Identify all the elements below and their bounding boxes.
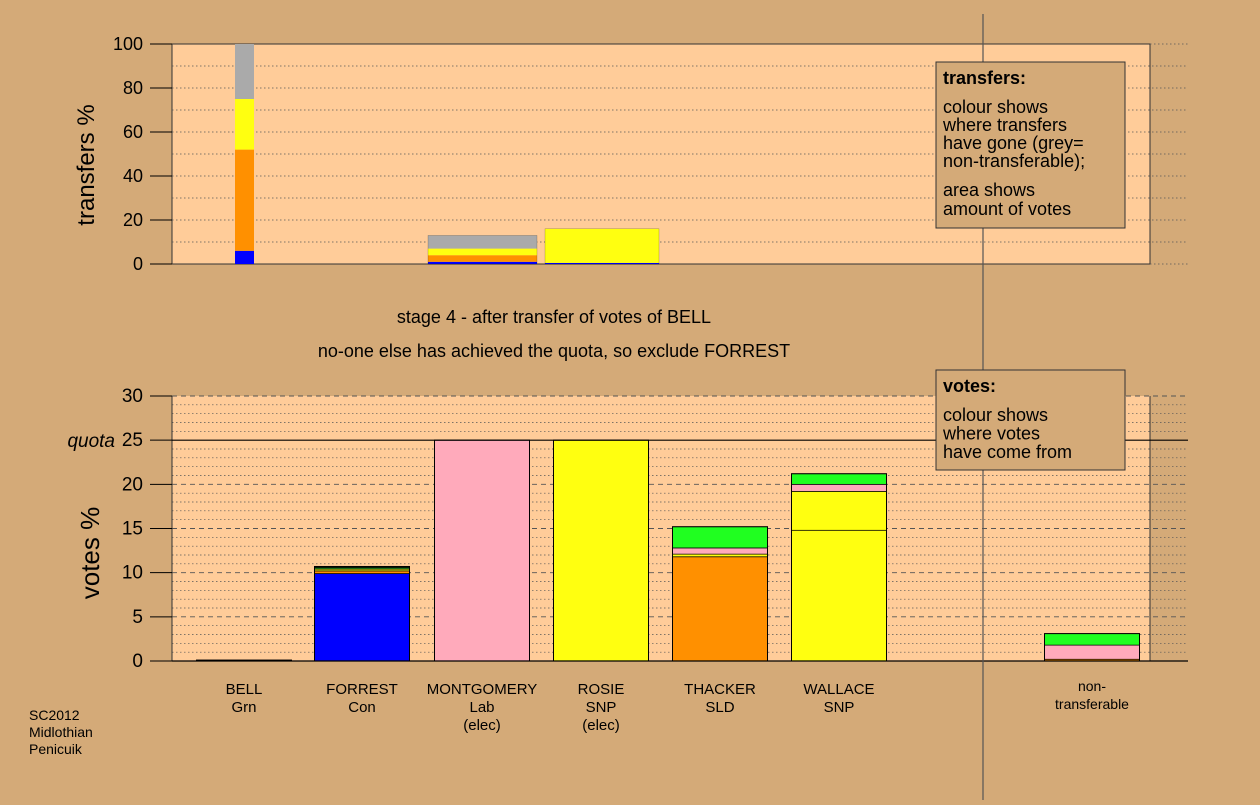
- transfers-y-tick-label: 40: [123, 166, 143, 186]
- footer-ward: Penicuik: [29, 741, 83, 757]
- transfers-bar-segment: [428, 261, 537, 264]
- candidate-name-label: MONTGOMERY: [427, 681, 538, 698]
- votes-bar-segment: [672, 526, 768, 549]
- transfers-bar-outline: [427, 235, 538, 265]
- transfers-y-tick-label: 0: [133, 254, 143, 274]
- transfers-legend-line: non-transferable);: [943, 151, 1085, 171]
- transfers-bar-segment: [428, 248, 537, 256]
- candidate-status-label: (elec): [582, 717, 620, 734]
- votes-bar-segment: [672, 556, 768, 662]
- votes-bar-segment: [314, 573, 410, 662]
- votes-y-tick-label: 25: [122, 430, 143, 451]
- transfers-bar-segment: [428, 255, 537, 262]
- transfers-gridlines: [172, 43, 1188, 265]
- votes-y-tick-label: 30: [122, 386, 143, 407]
- transfers-y-tick-label: 60: [123, 122, 143, 142]
- transfers-y-axis-label: transfers %: [73, 104, 100, 225]
- candidate-status-label: (elec): [463, 717, 501, 734]
- footer-council: Midlothian: [29, 724, 93, 740]
- votes-bar-segment: [672, 553, 768, 558]
- votes-y-tick-label: 0: [132, 651, 143, 672]
- transfers-bar-outline: [544, 228, 660, 265]
- transfers-bar-segment: [235, 250, 254, 264]
- transfers-bars: [235, 44, 660, 265]
- transfers-legend-line: where transfers: [942, 115, 1067, 135]
- votes-legend-line: where votes: [942, 424, 1040, 444]
- candidate-party-label: Con: [348, 699, 376, 716]
- candidate-name-label: FORREST: [326, 681, 398, 698]
- transfers-bar-segment: [545, 228, 659, 263]
- votes-bar-segment: [314, 570, 410, 574]
- stage-caption: stage 4 - after transfer of votes of BEL…: [397, 307, 711, 327]
- transfers-bar-segment: [545, 262, 659, 264]
- candidate-party-label: SLD: [705, 699, 734, 716]
- candidate-party-label: Grn: [231, 699, 256, 716]
- candidate-labels: BELLGrnFORRESTConMONTGOMERYLab(elec)ROSI…: [226, 678, 1130, 734]
- transfers-legend-line: colour shows: [943, 97, 1048, 117]
- transfers-y-tick-label: 100: [113, 34, 143, 54]
- votes-y-tick-label: 20: [122, 474, 143, 495]
- candidate-name-label: non-: [1078, 678, 1106, 694]
- votes-y-axis-label: votes %: [75, 507, 105, 600]
- votes-legend-box: [935, 369, 1126, 471]
- transfers-legend-box: [935, 61, 1126, 229]
- votes-legend-title: votes:: [943, 376, 996, 396]
- candidate-party-label: SNP: [824, 699, 855, 716]
- votes-y-axis: 0 5 10 15 20 25 30: [122, 386, 172, 672]
- votes-bar-segment: [1044, 644, 1140, 660]
- transfers-legend-line: amount of votes: [943, 199, 1071, 219]
- votes-bar-segment: [791, 529, 887, 662]
- votes-bar-segment: [672, 547, 768, 555]
- transfers-bar-segment: [235, 44, 254, 99]
- votes-legend-line: colour shows: [943, 405, 1048, 425]
- candidate-name-label: THACKER: [684, 681, 756, 698]
- votes-bar-segment: [791, 491, 887, 531]
- transfers-bar-segment: [428, 235, 537, 249]
- transfers-y-tick-label: 80: [123, 78, 143, 98]
- transfers-legend-line: area shows: [943, 180, 1035, 200]
- footer-election: SC2012: [29, 707, 80, 723]
- transfers-legend-title: transfers:: [943, 68, 1026, 88]
- candidate-name-label: ROSIE: [578, 681, 625, 698]
- transfers-y-tick-label: 20: [123, 210, 143, 230]
- votes-legend-line: have come from: [943, 442, 1072, 462]
- transfers-bar-segment: [235, 149, 254, 251]
- transfers-bar-segment: [235, 99, 254, 150]
- votes-y-tick-label: 10: [122, 563, 143, 584]
- transfers-legend-line: have gone (grey=: [943, 133, 1084, 153]
- votes-bar-segment: [553, 439, 649, 662]
- candidate-party-label: SNP: [586, 699, 617, 716]
- candidate-party-label: Lab: [469, 699, 494, 716]
- exclusion-caption: no-one else has achieved the quota, so e…: [318, 341, 790, 361]
- votes-bar-segment: [791, 473, 887, 485]
- candidate-name-label: BELL: [226, 681, 263, 698]
- quota-label: quota: [67, 431, 115, 452]
- votes-y-tick-label: 5: [132, 607, 143, 628]
- transfers-y-axis: 0 20 40 60 80 100: [113, 34, 172, 274]
- candidate-party-label: transferable: [1055, 696, 1129, 712]
- votes-bar-segment: [434, 439, 530, 662]
- candidate-name-label: WALLACE: [803, 681, 874, 698]
- votes-bar-segment: [791, 483, 887, 492]
- votes-y-tick-label: 15: [122, 519, 143, 540]
- votes-bar-segment: [1044, 633, 1140, 646]
